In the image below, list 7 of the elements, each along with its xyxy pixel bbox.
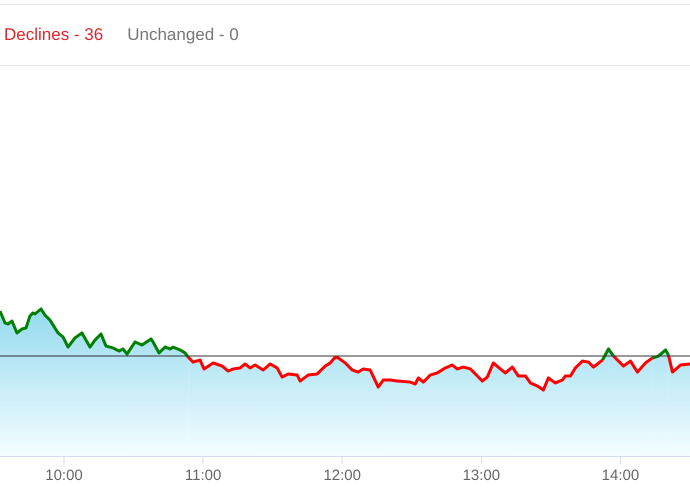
x-tick-label: 11:00	[184, 467, 222, 484]
x-tick-label: 13:00	[462, 467, 500, 484]
x-tick-label: 14:00	[602, 467, 640, 484]
x-tick-label: 10:00	[45, 467, 83, 484]
text: Unchanged - 0	[127, 25, 239, 45]
text: Declines - 36	[4, 25, 104, 45]
x-tick-label: 12:00	[323, 467, 361, 484]
